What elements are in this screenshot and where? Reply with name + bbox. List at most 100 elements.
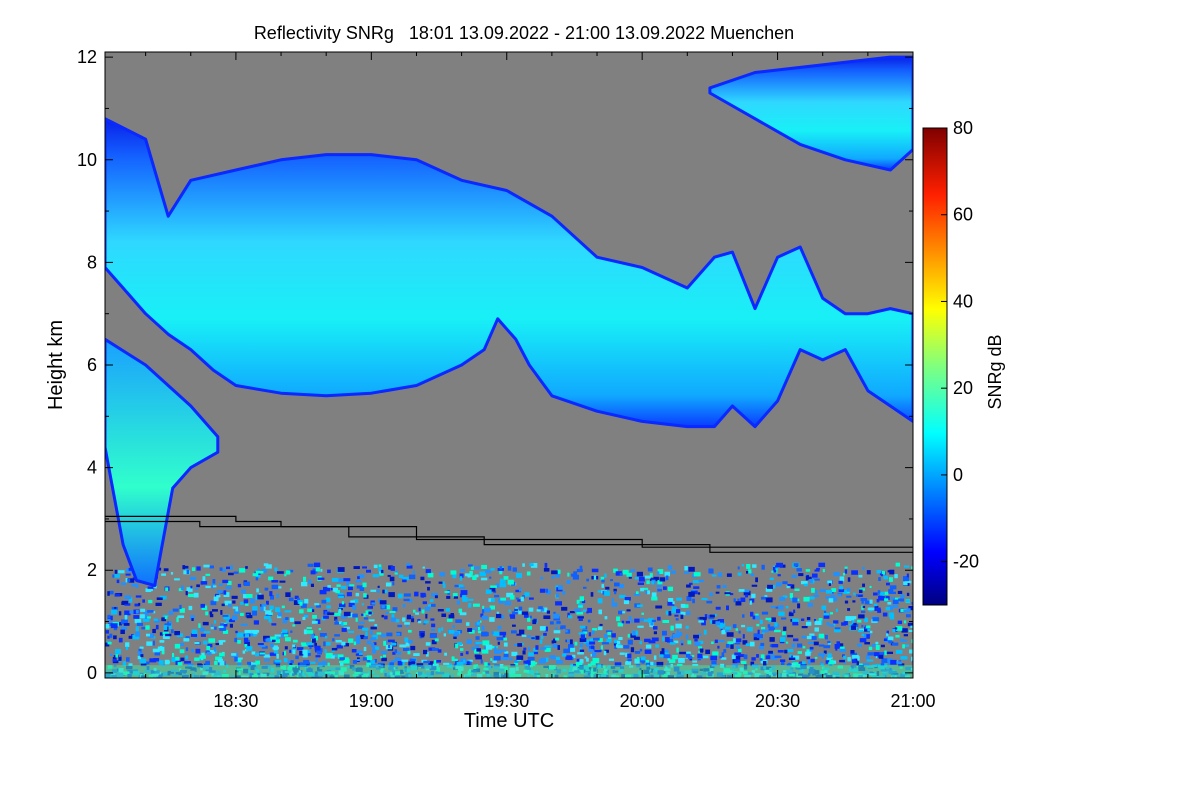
clutter-speck bbox=[636, 604, 643, 607]
clutter-speck bbox=[499, 583, 507, 588]
y-tick-label: 8 bbox=[87, 252, 97, 272]
clutter-speck bbox=[255, 660, 260, 665]
clutter-speck bbox=[888, 612, 894, 618]
clutter-speck bbox=[223, 623, 228, 627]
clutter-speck bbox=[535, 635, 540, 640]
clutter-speck bbox=[544, 645, 552, 648]
clutter-speck bbox=[225, 586, 232, 590]
clutter-speck bbox=[246, 615, 253, 619]
clutter-speck bbox=[524, 663, 529, 666]
clutter-speck bbox=[558, 585, 563, 590]
clutter-speck bbox=[653, 655, 657, 660]
clutter-speck bbox=[280, 633, 284, 638]
clutter-speck bbox=[806, 656, 810, 660]
clutter-speck bbox=[662, 630, 667, 636]
clutter-speck bbox=[891, 642, 899, 646]
clutter-speck bbox=[387, 639, 395, 643]
clutter-speck bbox=[460, 648, 464, 651]
clutter-speck bbox=[430, 618, 435, 621]
clutter-speck bbox=[154, 651, 160, 656]
melting-layer-lines bbox=[105, 515, 913, 553]
clutter-speck bbox=[574, 641, 578, 646]
clutter-speck bbox=[793, 563, 799, 567]
clutter-speck bbox=[155, 602, 162, 606]
clutter-speck bbox=[381, 604, 385, 609]
clutter-speck bbox=[149, 658, 157, 663]
clutter-speck bbox=[332, 638, 335, 642]
clutter-speck bbox=[844, 566, 848, 569]
clutter-speck bbox=[738, 589, 745, 592]
clutter-speck bbox=[315, 658, 318, 662]
clutter-speck bbox=[755, 577, 758, 583]
clutter-speck bbox=[109, 590, 114, 595]
clutter-speck bbox=[540, 647, 547, 650]
clutter-speck bbox=[603, 650, 607, 656]
clutter-speck bbox=[719, 656, 722, 659]
colorbar-tick-label: 40 bbox=[953, 291, 973, 311]
clutter-speck bbox=[170, 572, 174, 575]
clutter-speck bbox=[600, 576, 605, 581]
clutter-speck bbox=[301, 603, 307, 608]
clutter-speck bbox=[875, 641, 879, 645]
clutter-speck bbox=[255, 577, 259, 581]
clutter-speck bbox=[752, 564, 757, 568]
clutter-speck bbox=[285, 592, 291, 597]
clutter-speck bbox=[448, 614, 455, 619]
clutter-speck bbox=[750, 573, 755, 577]
clutter-speck bbox=[146, 641, 153, 646]
clutter-speck bbox=[319, 633, 327, 637]
clutter-speck bbox=[733, 598, 736, 603]
clutter-speck bbox=[425, 613, 428, 619]
clutter-speck bbox=[145, 625, 150, 630]
clutter-speck bbox=[289, 649, 292, 653]
clutter-speck bbox=[653, 631, 657, 635]
clutter-speck bbox=[906, 608, 911, 613]
clutter-speck bbox=[886, 651, 893, 654]
clutter-speck bbox=[299, 650, 304, 656]
clutter-speck bbox=[503, 576, 509, 580]
clutter-speck bbox=[406, 563, 411, 566]
clutter-speck bbox=[861, 610, 866, 613]
clutter-speck bbox=[233, 571, 239, 574]
clutter-speck bbox=[368, 619, 375, 622]
clutter-speck bbox=[753, 637, 760, 641]
clutter-speck bbox=[126, 657, 130, 662]
clutter-speck bbox=[233, 610, 240, 614]
clutter-speck bbox=[668, 659, 676, 663]
clutter-speck bbox=[147, 610, 154, 613]
clutter-speck bbox=[213, 585, 217, 588]
clutter-speck bbox=[618, 584, 624, 589]
clutter-speck bbox=[288, 597, 294, 602]
clutter-speck bbox=[442, 581, 445, 585]
clutter-speck bbox=[580, 634, 586, 640]
clutter-speck bbox=[171, 629, 174, 634]
clutter-speck bbox=[663, 649, 669, 653]
clutter-speck bbox=[476, 648, 481, 652]
clutter-speck bbox=[653, 626, 658, 630]
clutter-speck bbox=[670, 635, 675, 639]
clutter-speck bbox=[506, 592, 514, 598]
clutter-speck bbox=[770, 655, 778, 660]
clutter-speck bbox=[565, 655, 573, 660]
clutter-speck bbox=[634, 618, 640, 623]
clutter-speck bbox=[895, 562, 900, 567]
clutter-speck bbox=[597, 626, 603, 631]
clutter-speck bbox=[242, 650, 246, 654]
clutter-speck bbox=[196, 584, 200, 588]
clutter-speck bbox=[627, 658, 632, 661]
clutter-speck bbox=[761, 611, 769, 615]
clutter-speck bbox=[172, 653, 175, 657]
clutter-speck bbox=[194, 642, 200, 645]
clutter-speck bbox=[171, 657, 176, 663]
clutter-speck bbox=[711, 574, 717, 577]
clutter-speck bbox=[693, 586, 700, 589]
clutter-speck bbox=[821, 605, 827, 610]
clutter-speck bbox=[127, 578, 131, 583]
clutter-speck bbox=[727, 641, 734, 645]
clutter-speck bbox=[301, 643, 308, 647]
clutter-speck bbox=[810, 658, 815, 663]
clutter-speck bbox=[806, 649, 812, 653]
clutter-speck bbox=[792, 655, 800, 660]
clutter-speck bbox=[228, 618, 235, 623]
clutter-speck bbox=[269, 591, 273, 597]
